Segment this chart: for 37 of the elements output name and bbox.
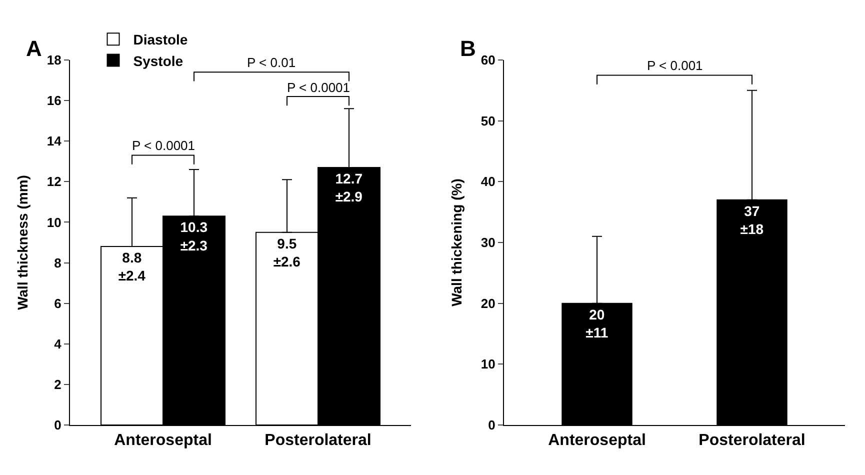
y-tick-label: 16 [46,93,62,108]
y-tick-label: 10 [46,214,62,230]
x-tick-label: Anteroseptal [548,432,646,450]
annotation: P < 0.0001 [287,80,350,95]
chart-title: B [460,36,476,61]
x-tick-label: Anteroseptal [114,432,212,450]
legend-label: Diastole [133,32,188,48]
y-tick-label: 2 [54,376,62,392]
chart-title: A [26,36,42,61]
y-tick-label: 10 [480,356,496,372]
data-label: 37 ±18 [740,202,764,238]
y-tick-label: 0 [488,418,496,433]
y-axis-title: Wall thickening (%) [448,178,465,306]
data-label: 10.3 ±2.3 [180,219,208,254]
y-tick-label: 50 [480,113,496,128]
y-tick-label: 60 [480,52,496,68]
data-label: 8.8 ±2.4 [118,250,146,284]
legend-label: Systole [133,52,184,69]
y-axis-title: Wall thickness (mm) [14,175,31,310]
annotation: P < 0.0001 [132,138,196,153]
y-tick-label: 18 [46,52,62,68]
x-tick-label: Posterolateral [698,432,806,450]
x-tick-label: Posterolateral [264,432,372,450]
data-label: 20 ±11 [586,306,608,341]
annotation: P < 0.001 [647,58,703,73]
y-tick-label: 20 [480,296,496,311]
y-tick-label: 30 [480,235,496,250]
y-tick-label: 4 [54,336,62,352]
y-tick-label: 0 [54,418,62,433]
y-tick-label: 8 [54,255,62,270]
data-label: 12.7 ±2.9 [335,170,363,205]
y-tick-label: 40 [480,174,496,190]
y-tick-label: 6 [54,296,62,311]
annotation: P < 0.01 [247,55,296,70]
data-label: 9.5 ±2.6 [273,235,301,270]
y-tick-label: 14 [46,134,62,149]
y-tick-label: 12 [46,174,62,190]
